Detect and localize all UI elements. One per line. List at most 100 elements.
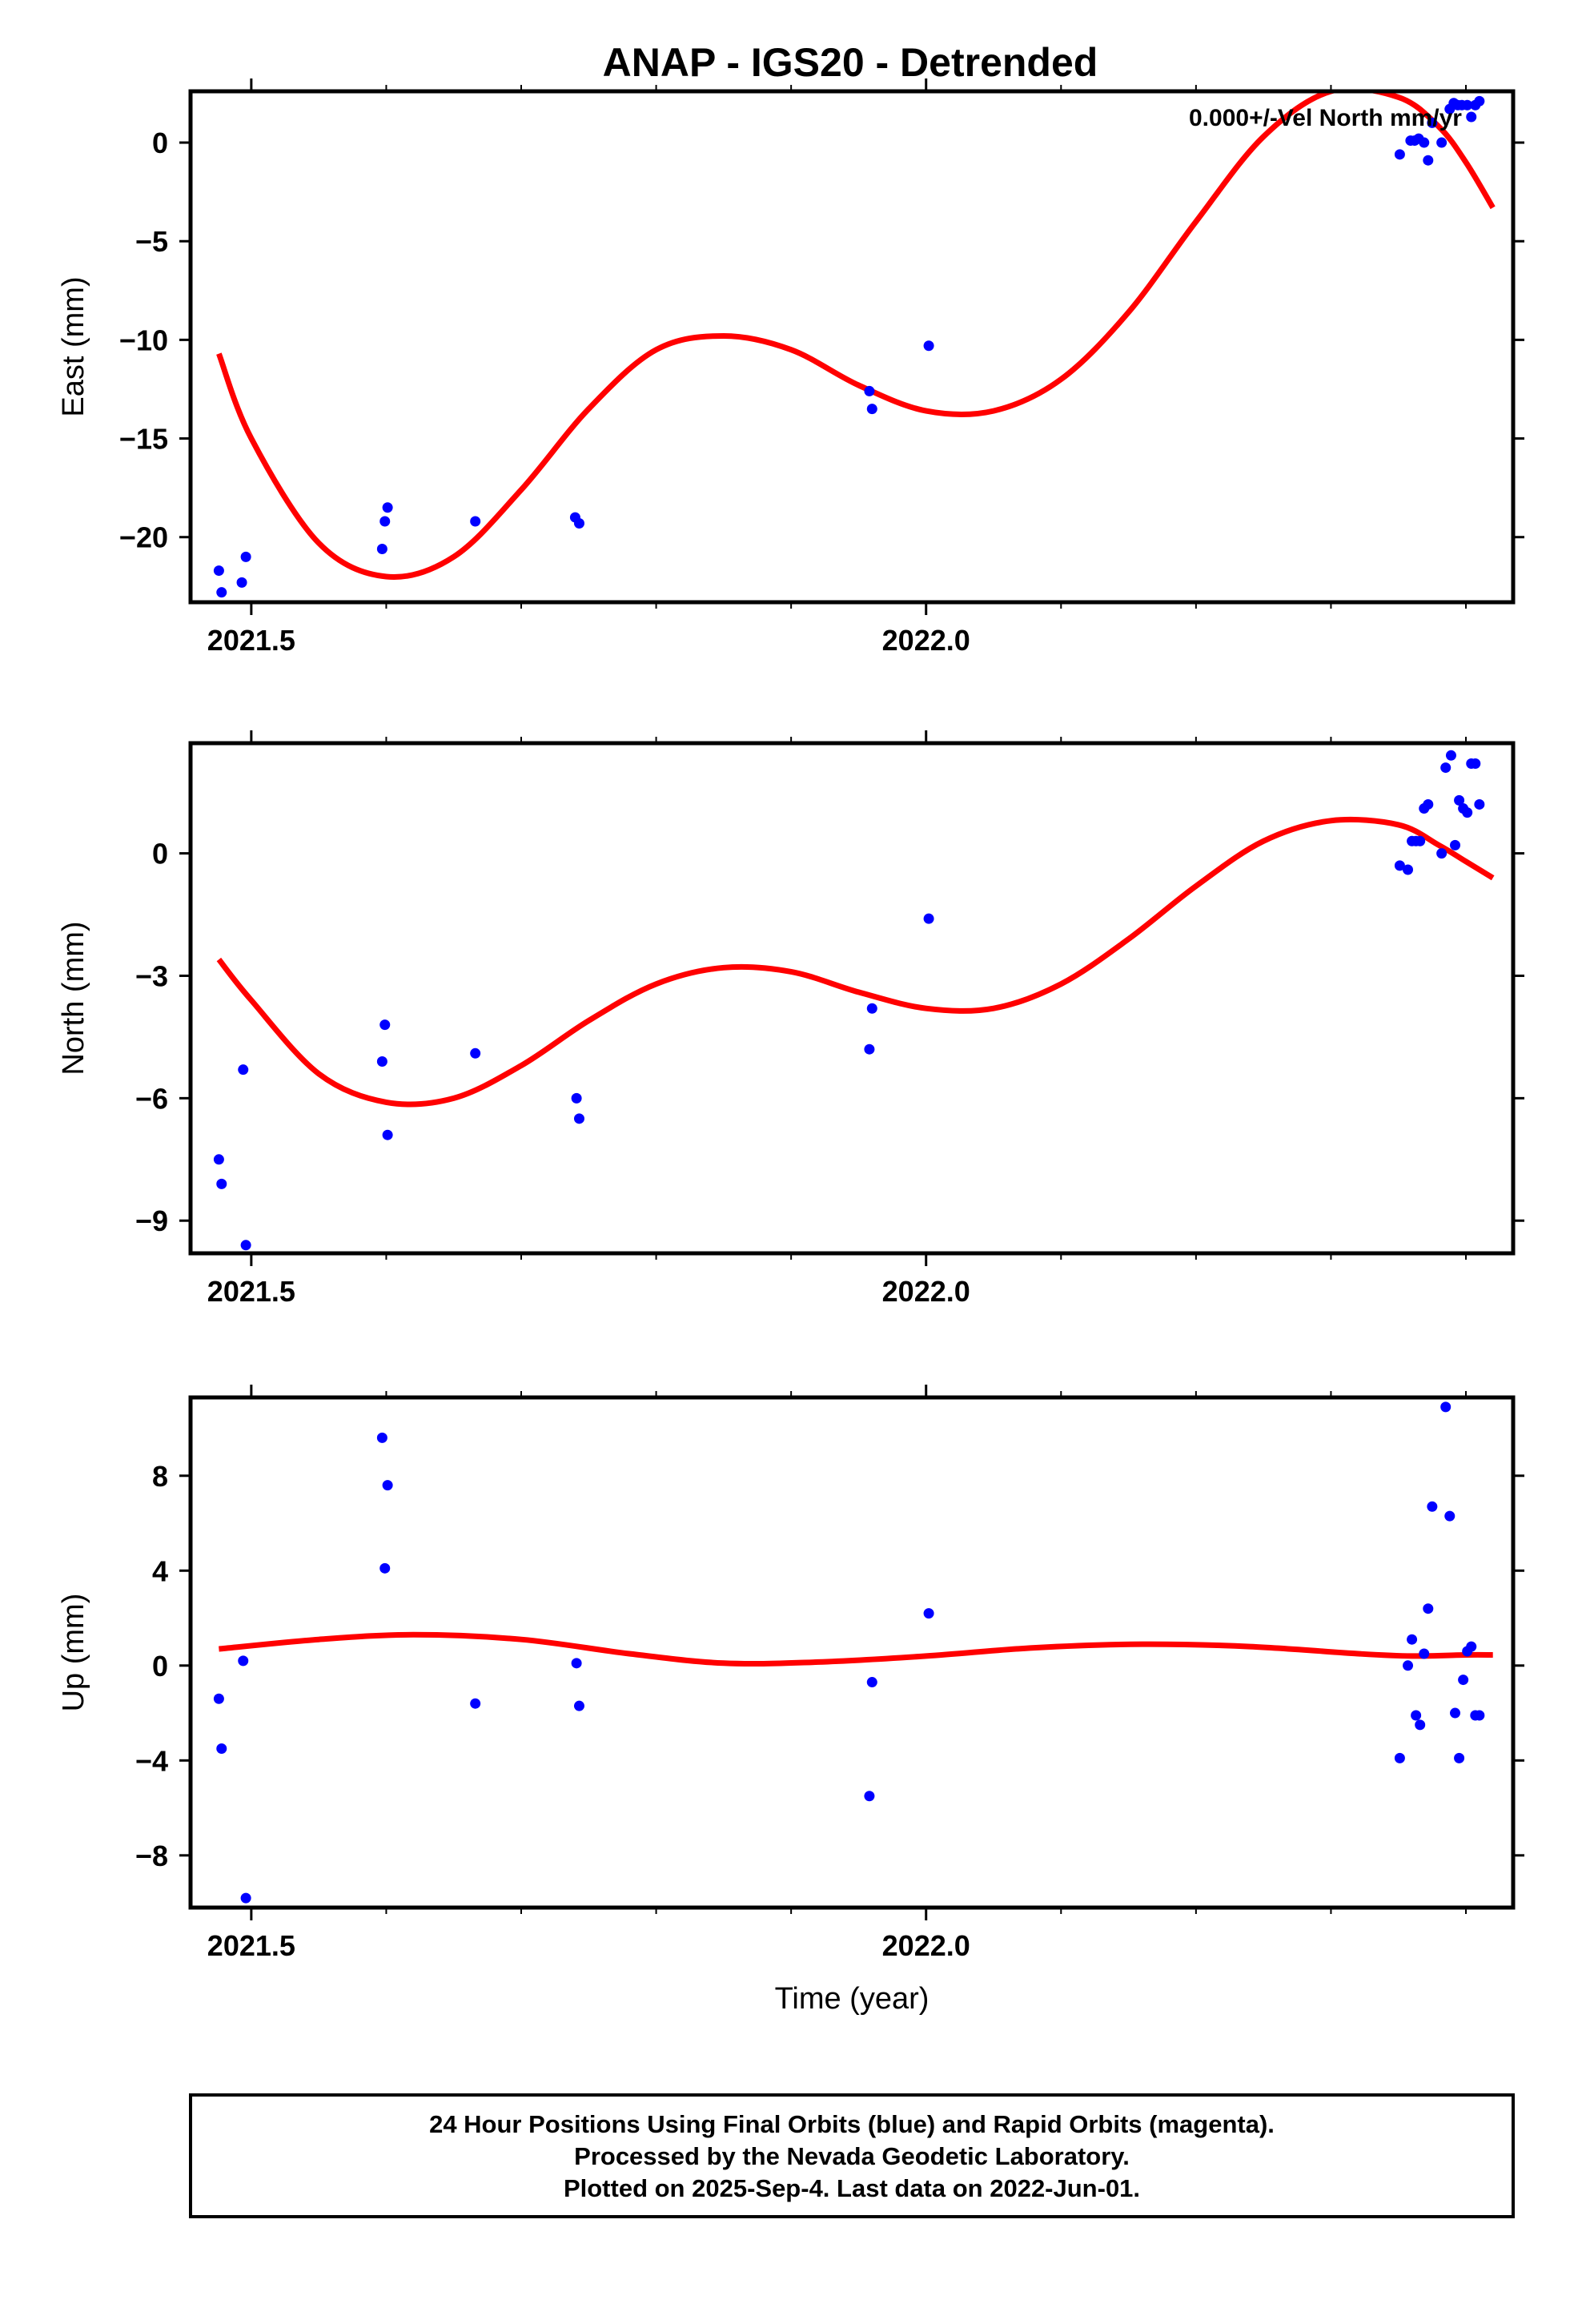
data-point-north	[216, 1178, 227, 1189]
data-point-north	[470, 1047, 481, 1059]
x-tick-label-north: 2021.5	[207, 1275, 295, 1308]
data-point-north	[1454, 794, 1465, 806]
data-point-up	[1419, 1648, 1430, 1659]
data-point-north	[923, 913, 934, 924]
x-tick-label-east: 2021.5	[207, 624, 295, 657]
data-point-up	[470, 1698, 481, 1709]
data-point-up	[866, 1677, 877, 1688]
data-point-north	[1394, 860, 1405, 871]
data-point-east	[1474, 95, 1485, 107]
data-point-up	[1466, 1641, 1477, 1652]
data-point-east	[216, 587, 227, 598]
data-point-up	[216, 1743, 227, 1754]
plot-frame-north	[188, 741, 1516, 1256]
data-point-north	[1470, 758, 1481, 769]
data-point-north	[238, 1064, 249, 1076]
panel-east: 0 −5 −10 −15 −20 2021.5 2022.0 East (mm) 0.000+/…	[57, 78, 1524, 657]
data-point-up	[240, 1892, 251, 1904]
data-layer-up	[213, 1401, 1493, 1904]
data-point-up	[379, 1562, 391, 1574]
data-point-east	[213, 565, 224, 577]
fit-curve-up	[219, 1631, 1493, 1667]
data-point-north	[382, 1129, 393, 1140]
data-point-east	[379, 516, 391, 527]
data-point-up	[1450, 1707, 1461, 1719]
data-point-north	[1423, 798, 1434, 810]
data-point-up	[1454, 1752, 1465, 1763]
x-tick-label-north: 2022.0	[882, 1275, 970, 1308]
y-tick-label-north: 0	[152, 838, 168, 870]
plot-panels: 0 −5 −10 −15 −20 2021.5 2022.0 East (mm) 0.000+/…	[57, 78, 1524, 1962]
data-point-north	[213, 1154, 224, 1165]
y-tick-label-up: −8	[135, 1839, 168, 1872]
y-tick-label-east: −10	[119, 324, 168, 356]
data-point-up	[864, 1791, 875, 1802]
x-tick-label-up: 2021.5	[207, 1929, 295, 1962]
data-point-up	[1440, 1401, 1452, 1413]
panel-up: 8 4 0 −4 −8 2021.5 2022.0 Up (mm)	[57, 1385, 1524, 1962]
data-point-north	[379, 1019, 391, 1031]
data-point-north	[571, 1092, 582, 1104]
data-point-east	[382, 502, 393, 513]
data-point-north	[1403, 864, 1414, 875]
data-point-north	[1450, 839, 1461, 850]
data-point-up	[1415, 1719, 1426, 1731]
data-point-north	[866, 1003, 877, 1014]
data-point-east	[1423, 155, 1434, 166]
y-tick-label-north: −9	[135, 1204, 168, 1237]
data-point-up	[571, 1658, 582, 1669]
data-point-north	[1462, 807, 1473, 818]
data-point-up	[1444, 1510, 1456, 1522]
data-point-up	[376, 1432, 387, 1443]
data-point-up	[238, 1655, 249, 1667]
data-point-east	[1394, 149, 1405, 160]
data-point-up	[923, 1608, 934, 1619]
data-point-east	[376, 543, 387, 554]
footer-box: 24 Hour Positions Using Final Orbits (bl…	[189, 2093, 1515, 2218]
y-tick-label-east: −5	[135, 225, 168, 258]
data-point-east	[1466, 111, 1477, 123]
plot-frame-east	[188, 89, 1516, 605]
data-point-up	[1458, 1675, 1469, 1686]
fit-curve-north	[216, 816, 1495, 1108]
data-point-north	[1440, 762, 1452, 774]
data-point-up	[1394, 1752, 1405, 1763]
data-point-north	[1474, 798, 1485, 810]
chart-title: ANAP - IGS20 - Detrended	[603, 40, 1098, 85]
data-point-east	[240, 551, 251, 562]
y-tick-label-north: −6	[135, 1082, 168, 1115]
data-point-east	[864, 385, 875, 396]
data-point-east	[470, 516, 481, 527]
data-point-up	[1427, 1501, 1438, 1512]
data-point-up	[1474, 1710, 1485, 1721]
footer-line-3: Plotted on 2025-Sep-4. Last data on 2022…	[564, 2174, 1140, 2202]
y-tick-label-up: 4	[152, 1554, 168, 1587]
data-point-east	[1462, 99, 1473, 111]
data-point-east	[573, 517, 584, 529]
footer-line-1: 24 Hour Positions Using Final Orbits (bl…	[429, 2110, 1275, 2138]
data-layer-north	[213, 750, 1495, 1251]
data-point-east	[923, 340, 934, 352]
data-point-north	[864, 1043, 875, 1055]
data-point-up	[382, 1480, 393, 1491]
data-point-up	[1411, 1710, 1422, 1721]
data-point-north	[1415, 835, 1426, 846]
footer-frame	[189, 2093, 1515, 2218]
data-point-up	[1403, 1660, 1414, 1671]
plot-frame-up	[188, 1395, 1516, 1910]
data-point-north	[240, 1240, 251, 1251]
footer-line-2: Processed by the Nevada Geodetic Laborat…	[574, 2142, 1130, 2170]
velocity-annotation: 0.000+/-Vel North mm/yr	[1189, 105, 1462, 131]
y-tick-label-east: −15	[119, 423, 168, 456]
data-point-east	[236, 577, 247, 588]
data-point-north	[376, 1055, 387, 1067]
y-tick-label-east: 0	[152, 127, 168, 159]
y-tick-label-up: 8	[152, 1460, 168, 1493]
fit-curve-east	[216, 91, 1496, 581]
data-layer-east	[213, 91, 1496, 598]
y-tick-label-north: −3	[135, 959, 168, 992]
panel-north: 0 −3 −6 −9 2021.5 2022.0 North (mm)	[57, 730, 1524, 1308]
data-point-east	[866, 404, 877, 415]
y-tick-label-east: −20	[119, 521, 168, 554]
